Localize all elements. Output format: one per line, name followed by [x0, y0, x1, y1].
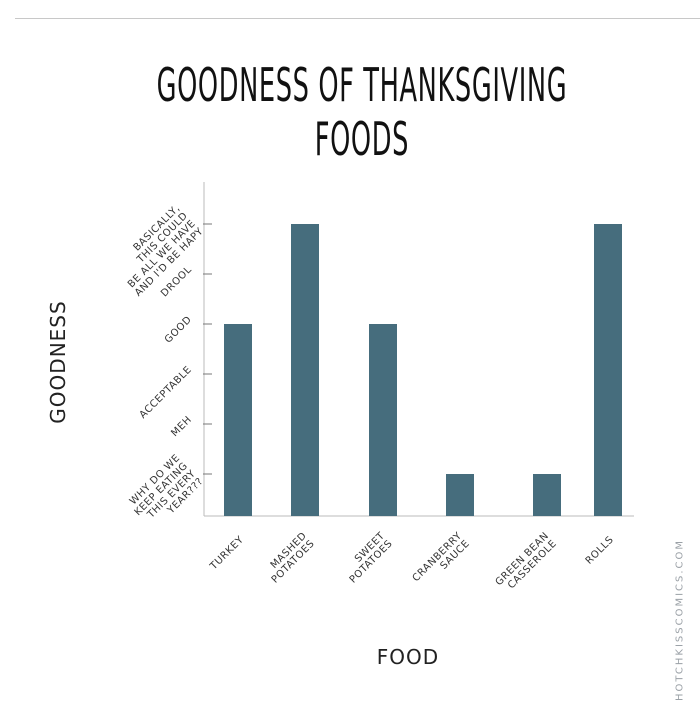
x-tick-label-line: ROLLS	[584, 534, 616, 566]
y-tick-label: MEH	[169, 414, 194, 439]
y-tick-label: BASICALLY,THIS COULDBE ALL WE HAVEAND I'…	[110, 202, 206, 298]
chart-title: GOODNESS OF THANKSGIVING FOODS	[156, 58, 568, 166]
x-tick-label: MASHEDPOTATOES	[262, 530, 317, 585]
x-tick-label: CRANBERRYSAUCE	[411, 530, 473, 592]
top-divider	[15, 18, 700, 19]
y-tick-label: WHY DO WEKEEP EATINGTHIS EVERYYEAR???	[125, 452, 206, 533]
x-tick-label: ROLLS	[584, 534, 616, 566]
x-tick-label-line: TURKEY	[208, 534, 247, 573]
bar-mashed-potatoes	[291, 224, 319, 516]
y-tick-label-line: GOOD	[163, 314, 194, 345]
y-tick-label: ACCEPTABLE	[138, 364, 195, 421]
y-tick-label: GOOD	[163, 314, 194, 345]
bar-cranberry-sauce	[446, 474, 474, 516]
y-tick-label-line: ACCEPTABLE	[138, 364, 195, 421]
bar-turkey	[224, 324, 252, 516]
x-tick-label: TURKEY	[208, 534, 247, 573]
bar-rolls	[594, 224, 622, 516]
bar-green-bean-casserole	[533, 474, 561, 516]
x-tick-label: GREEN BEANCASSEROLE	[494, 530, 559, 595]
bar-sweet-potatoes	[369, 324, 397, 516]
y-tick-label-line: MEH	[169, 414, 194, 439]
x-tick-label: SWEETPOTATOES	[340, 530, 395, 585]
x-axis-label: FOOD	[376, 645, 440, 669]
